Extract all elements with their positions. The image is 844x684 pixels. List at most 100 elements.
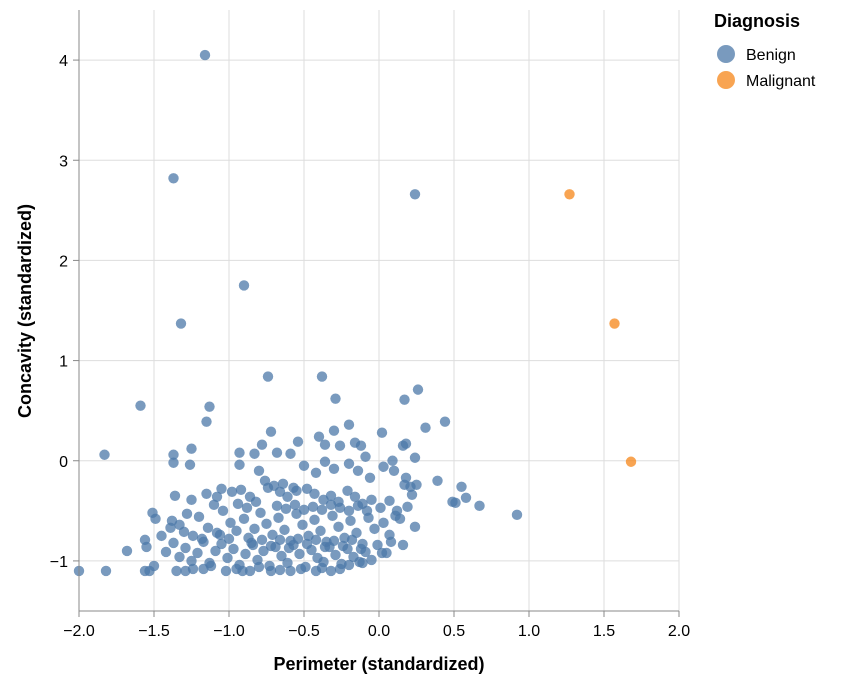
data-point-benign [295,563,307,575]
data-point-benign [511,509,523,521]
data-point-benign [222,552,233,564]
data-point-benign [456,481,467,492]
data-point-benign [178,526,190,538]
data-point-benign [372,539,383,551]
data-point-benign [337,540,349,552]
data-point-benign [241,502,253,514]
data-point-benign [228,543,239,555]
data-point-benign [220,565,232,577]
data-point-benign [262,371,274,382]
data-point-benign [184,459,196,470]
data-point-benign [375,502,386,514]
data-point-benign [283,542,295,554]
legend-swatch-malignant [717,71,735,89]
data-point-benign [249,523,260,535]
data-point-benign [343,505,355,517]
data-point-benign [360,451,371,462]
data-point-benign [364,472,376,483]
data-point-benign [349,491,361,503]
data-point-benign [406,489,418,501]
data-point-benign [285,565,296,577]
legend-label-benign: Benign [746,47,796,64]
data-point-benign [342,485,353,496]
data-point-benign [390,510,401,522]
data-points [73,49,637,577]
legend: Diagnosis Benign Malignant [714,11,816,90]
data-point-benign [282,557,293,569]
data-point-benign [409,189,421,200]
data-point-benign [397,539,409,551]
legend-title: Diagnosis [714,11,800,31]
data-point-benign [186,443,197,454]
data-point-benign [327,510,338,522]
data-point-benign [297,519,308,531]
data-point-benign [399,394,410,405]
data-point-benign [432,475,443,486]
data-point-benign [328,463,340,474]
data-point-benign [247,539,259,551]
y-axis-title: Concavity (standardized) [15,204,35,418]
data-point-benign [366,554,377,566]
data-point-benign [298,504,310,516]
data-point-benign [319,541,331,553]
data-point-benign [334,502,346,514]
data-point-benign [240,548,251,560]
x-tick-label: 2.0 [668,623,690,640]
x-tick-label: 0.0 [368,623,390,640]
data-point-benign [217,505,229,517]
data-point-benign [280,503,292,515]
data-point-benign [168,457,179,468]
gridlines [78,10,680,611]
data-point-benign [187,530,199,542]
data-point-benign [357,557,368,569]
data-point-benign [409,452,421,463]
data-point-benign [250,496,262,508]
data-point-benign [378,461,389,472]
data-point-benign [181,508,193,520]
data-point-benign [256,534,268,546]
data-point-benign [355,440,367,451]
data-point-malignant [609,318,620,329]
data-point-benign [255,507,266,519]
data-point-malignant [625,456,637,467]
data-point-benign [343,458,355,469]
data-point-benign [409,521,421,533]
data-point-benign [330,549,341,561]
data-point-benign [277,478,289,489]
data-point-benign [387,455,398,466]
data-point-benign [369,523,380,535]
data-point-benign [301,538,313,550]
data-point-benign [310,534,322,546]
data-point-benign [234,447,245,458]
data-point-benign [274,534,286,546]
data-point-benign [309,514,320,526]
y-axis: −1 0 1 2 3 4 [50,10,80,611]
data-point-benign [214,529,226,541]
data-point-benign [378,517,389,529]
data-point-benign [333,521,344,533]
data-point-benign [334,563,346,575]
data-point-benign [174,551,185,563]
data-point-benign [193,511,205,523]
data-point-benign [294,548,305,560]
x-tick-label: −1.0 [213,623,245,640]
data-point-benign [253,561,265,573]
data-point-benign [201,488,212,500]
data-point-benign [310,467,322,478]
data-point-benign [282,491,293,503]
data-point-benign [223,533,235,545]
y-tick-label: 4 [59,53,68,70]
data-point-benign [265,565,277,577]
data-point-benign [316,504,328,516]
data-point-benign [216,538,227,550]
data-point-benign [141,541,152,553]
data-point-benign [232,498,244,510]
data-point-benign [211,491,223,503]
data-point-benign [205,560,217,572]
data-point-benign [319,439,331,450]
data-point-benign [267,529,278,541]
data-point-benign [258,545,269,557]
data-point-benign [385,536,397,548]
data-point-benign [376,547,388,559]
data-point-benign [135,400,146,411]
